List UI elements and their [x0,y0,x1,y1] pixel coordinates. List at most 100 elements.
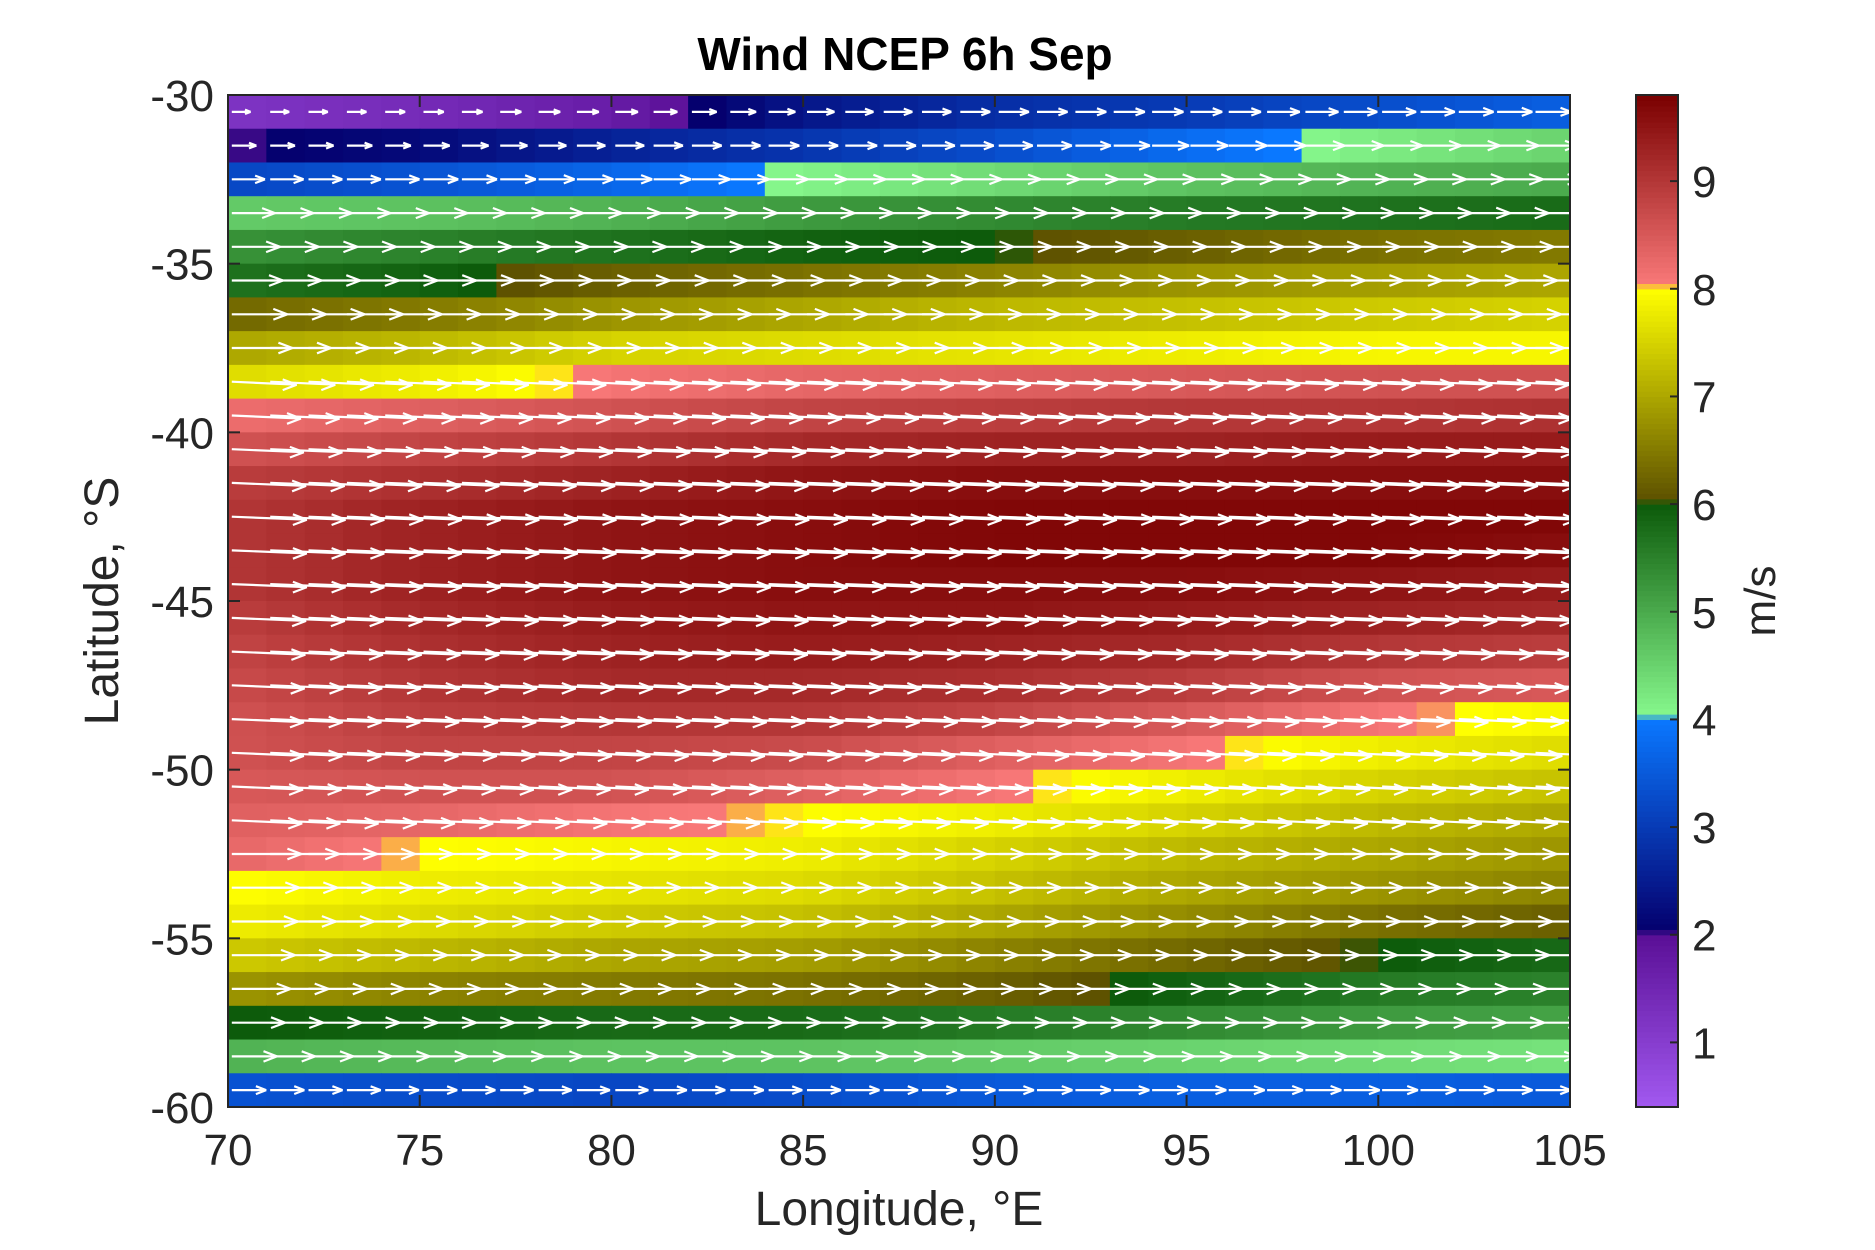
colorbar-tick-label: 4 [1692,696,1716,745]
colorbar-segment [1636,875,1678,882]
wind-vector [385,141,412,150]
colorbar-segment [1636,267,1678,274]
colorbar-segment [1636,525,1678,532]
colorbar-segment [1636,649,1678,656]
colorbar-segment [1636,251,1678,258]
colorbar-segment [1636,245,1678,252]
colorbar-tick-label: 3 [1692,804,1716,853]
wind-vector [461,108,483,116]
colorbar-segment [1636,977,1678,984]
colorbar-segment [1636,843,1678,850]
x-tick-label: 90 [970,1126,1019,1175]
wind-vector [615,174,653,185]
colorbar-segment [1636,1031,1678,1038]
colorbar [1636,95,1678,1108]
colorbar-segment [1636,832,1678,839]
wind-vector [1113,140,1151,151]
wind-vector [1535,240,1593,254]
colorbar-segment [1636,1096,1678,1103]
colorbar-segment [1636,687,1678,694]
colorbar-segment [1636,810,1678,817]
colorbar-segment [1636,261,1678,268]
wind-vector [1113,107,1146,117]
wind-vector [845,140,878,151]
colorbar-segment [1636,482,1678,489]
colorbar-segment [1636,531,1678,537]
wind-vector [1305,107,1339,117]
colorbar-segment [1636,450,1678,457]
wind-vector [1458,106,1494,117]
x-tick-label: 85 [779,1126,828,1175]
colorbar-segment [1636,762,1678,769]
colorbar-label: m/s [1736,566,1785,637]
colorbar-segment [1636,1020,1678,1027]
colorbar-segment [1636,848,1678,855]
colorbar-segment [1636,972,1678,979]
colorbar-segment [1636,654,1678,661]
colorbar-segment [1636,880,1678,887]
wind-vector [423,108,445,116]
colorbar-segment [1636,724,1678,731]
colorbar-segment [1636,563,1678,570]
colorbar-segment [1636,940,1678,947]
colorbar-segment [1636,331,1678,338]
x-tick-label: 80 [587,1126,636,1175]
colorbar-segment [1636,229,1678,236]
wind-vector [1152,140,1190,151]
colorbar-segment [1636,1053,1678,1060]
colorbar-segment [1636,407,1678,414]
y-tick-label: -45 [150,578,214,627]
colorbar-segment [1636,138,1678,145]
colorbar-segment [1636,681,1678,688]
colorbar-segment [1636,800,1678,807]
wind-vector [883,107,913,117]
wind-vector [1343,106,1378,117]
colorbar-segment [1636,746,1678,753]
colorbar-segment [1636,105,1678,112]
wind-vector [538,108,561,116]
colorbar-segment [1636,622,1678,629]
colorbar-segment [1636,805,1678,812]
colorbar-tick-label: 1 [1692,1019,1716,1068]
wind-vector [883,140,917,151]
y-tick-label: -60 [150,1084,214,1133]
colorbar-segment [1636,1047,1678,1054]
wind-vector [1535,445,1614,459]
colorbar-tick-label: 2 [1692,912,1716,961]
wind-vector [998,107,1030,117]
colorbar-segment [1636,595,1678,602]
wind-vector [538,174,575,185]
wind-vector [807,173,848,185]
y-tick-label: -40 [150,409,214,458]
colorbar-segment [1636,638,1678,645]
wind-vector [1190,140,1229,151]
colorbar-segment [1636,961,1678,968]
colorbar-segment [1636,568,1678,575]
wind-vector [1535,206,1588,220]
colorbar-segment [1636,256,1678,263]
wind-vector [346,141,373,150]
wind-vector [807,140,839,151]
wind-vector [1343,139,1385,152]
colorbar-segment [1636,1026,1678,1033]
y-tick-label: -50 [150,747,214,796]
colorbar-segment [1636,121,1678,128]
colorbar-segment [1636,670,1678,677]
colorbar-segment [1636,757,1678,764]
colorbar-segment [1636,191,1678,198]
wind-vector [308,141,334,150]
wind-vector [576,174,614,185]
colorbar-segment [1636,272,1678,279]
wind-vector [1535,341,1603,355]
colorbar-segment [1636,132,1678,139]
colorbar-segment [1636,148,1678,155]
colorbar-segment [1636,552,1678,559]
colorbar-segment [1636,353,1678,360]
colorbar-segment [1636,902,1678,909]
colorbar-segment [1636,374,1678,381]
colorbar-segment [1636,434,1678,441]
wind-vector [807,107,835,117]
colorbar-segment [1636,348,1678,354]
wind-vector [270,108,290,116]
